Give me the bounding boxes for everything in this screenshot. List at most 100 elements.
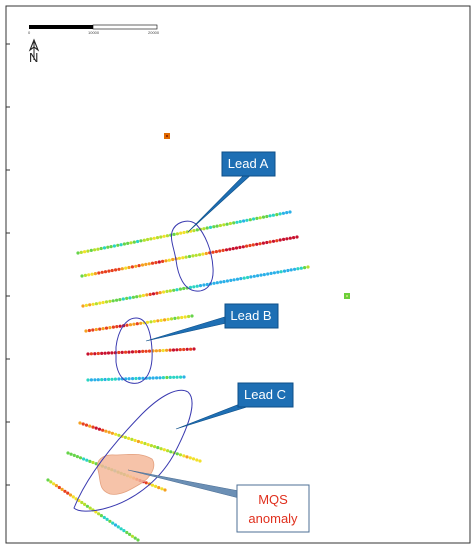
survey-point (184, 255, 188, 259)
survey-point (262, 273, 266, 277)
survey-point (238, 220, 242, 224)
survey-point (151, 292, 156, 296)
survey-point (234, 246, 239, 250)
survey-point (83, 273, 87, 277)
survey-point (142, 238, 146, 242)
survey-point (157, 486, 161, 490)
survey-point (104, 300, 109, 304)
survey-point (72, 453, 76, 457)
survey-point (84, 423, 89, 427)
survey-point (136, 439, 140, 444)
survey-point (134, 350, 138, 354)
survey-point (231, 247, 235, 251)
survey-point (132, 322, 136, 326)
lead-b-label: Lead B (230, 308, 271, 323)
survey-point (163, 488, 167, 492)
survey-point (150, 483, 155, 487)
survey-point (76, 251, 80, 255)
survey-point (249, 275, 253, 279)
survey-point (176, 316, 180, 320)
survey-point (87, 328, 91, 333)
survey-point (175, 375, 179, 379)
survey-point (88, 424, 92, 428)
survey-point (145, 320, 150, 324)
survey-point (180, 315, 184, 320)
survey-point (145, 293, 149, 297)
survey-point (132, 240, 136, 244)
survey-point (215, 224, 219, 228)
survey-point (108, 299, 112, 303)
survey-point (172, 288, 176, 292)
survey-point (164, 259, 168, 263)
survey-point (161, 348, 165, 353)
survey-point (137, 264, 141, 268)
survey-point (80, 500, 84, 505)
survey-point (129, 241, 133, 245)
survey-point (141, 349, 145, 353)
survey-point (235, 277, 240, 281)
survey-point (159, 318, 163, 322)
survey-point (127, 265, 131, 270)
survey-point (168, 289, 172, 293)
survey-point (241, 245, 245, 249)
survey-point (104, 429, 108, 433)
survey-point (110, 431, 114, 435)
survey-point (149, 444, 153, 448)
survey-point (101, 327, 105, 331)
survey-point (85, 458, 89, 462)
survey-point (120, 267, 124, 271)
survey-point (208, 225, 213, 229)
survey-point (204, 251, 208, 256)
survey-point (242, 276, 246, 280)
survey-point (126, 241, 130, 245)
survey-point (82, 457, 86, 461)
scale-tick-20000: 20000 (148, 30, 160, 35)
survey-point (282, 269, 287, 273)
scale-tick-0: 0 (28, 30, 31, 35)
mqs-label-line1: MQS (258, 492, 288, 507)
survey-point (130, 350, 135, 354)
survey-point (198, 459, 202, 463)
survey-point (71, 495, 75, 499)
survey-point (185, 286, 189, 290)
survey-point (222, 223, 226, 227)
survey-point (130, 265, 134, 269)
survey-point (303, 266, 307, 270)
survey-point (128, 296, 132, 300)
survey-point (114, 432, 118, 436)
survey-point (211, 250, 215, 254)
survey-point (133, 536, 137, 540)
survey-point (166, 449, 170, 453)
survey-point (163, 318, 167, 322)
survey-point (113, 351, 117, 355)
survey-point (143, 441, 147, 446)
survey-point (232, 221, 236, 225)
survey-point (60, 487, 64, 491)
survey-point (136, 538, 140, 542)
survey-point (148, 292, 152, 296)
scale-bar: 0 10000 20000 (28, 24, 160, 35)
survey-point (117, 433, 121, 437)
survey-point (121, 297, 125, 301)
survey-point (155, 236, 160, 240)
survey-point (87, 273, 91, 277)
survey-point (134, 376, 138, 381)
survey-point (108, 519, 112, 523)
survey-point (110, 351, 114, 355)
survey-point (93, 248, 97, 252)
survey-point (252, 217, 256, 221)
survey-point (271, 213, 275, 217)
survey-point (127, 350, 131, 354)
survey-point (118, 298, 122, 302)
survey-point (122, 242, 126, 246)
survey-point (83, 502, 87, 506)
survey-point (276, 270, 280, 274)
survey-point (128, 323, 133, 327)
survey-point (172, 375, 176, 379)
survey-point (178, 287, 182, 291)
survey-point (289, 268, 293, 272)
survey-point (175, 288, 179, 292)
survey-point (114, 268, 118, 272)
survey-point (162, 290, 166, 294)
